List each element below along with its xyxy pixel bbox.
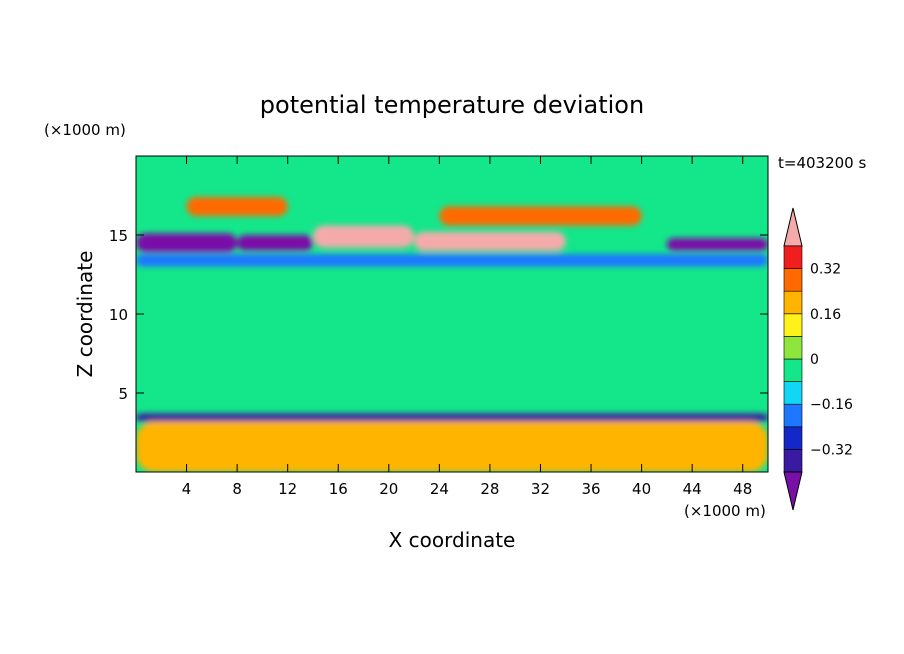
contour-feature: [136, 233, 238, 253]
contour-feature: [136, 253, 768, 267]
y-axis-ticks: 5 10 15: [109, 227, 768, 403]
x-tick-label: 40: [632, 480, 651, 498]
colorbar-bottom-arrow: [783, 471, 803, 511]
x-axis-ticks: 4 8 12 16 20 24 28 32 36 40 44 48: [182, 156, 752, 498]
y-unit-label: (×1000 m): [44, 121, 126, 139]
colorbar: 0.32 0.16 0 −0.16 −0.32: [783, 207, 853, 511]
contour-feature: [439, 206, 642, 226]
x-tick-label: 44: [683, 480, 702, 498]
contour-feature: [414, 231, 566, 251]
contour-feature: [136, 413, 768, 422]
y-axis-label: Z coordinate: [73, 251, 97, 378]
y-tick-label: 15: [109, 227, 128, 245]
x-tick-label: 4: [182, 480, 192, 498]
x-tick-label: 36: [581, 480, 600, 498]
x-tick-label: 28: [480, 480, 499, 498]
x-tick-label: 16: [329, 480, 348, 498]
colorbar-segment: [783, 336, 803, 360]
contour-feature: [186, 197, 288, 217]
colorbar-segment: [783, 245, 803, 269]
colorbar-segment: [783, 358, 803, 382]
x-tick-label: 24: [430, 480, 449, 498]
chart-title: potential temperature deviation: [260, 91, 644, 119]
x-unit-label: (×1000 m): [684, 502, 766, 520]
colorbar-top-arrow: [783, 207, 803, 247]
colorbar-segment: [783, 381, 803, 405]
colorbar-segment: [783, 290, 803, 315]
x-tick-label: 8: [232, 480, 242, 498]
colorbar-segment: [783, 313, 803, 337]
contour-feature: [237, 235, 313, 251]
plot-area: [136, 156, 768, 472]
colorbar-segment: [783, 403, 803, 428]
colorbar-tick-label: 0.32: [810, 262, 841, 278]
colorbar-segment: [783, 449, 803, 473]
y-tick-label: 10: [109, 306, 128, 324]
contour-feature: [666, 238, 768, 251]
colorbar-segment: [783, 268, 803, 292]
contour-field: [136, 197, 768, 472]
x-tick-label: 48: [733, 480, 752, 498]
contour-feature: [312, 225, 415, 248]
x-axis-label: X coordinate: [389, 528, 516, 552]
colorbar-tick-label: 0.16: [810, 307, 841, 323]
contour-feature: [136, 421, 768, 472]
time-label: t=403200 s: [778, 154, 866, 172]
y-tick-label: 5: [118, 385, 128, 403]
colorbar-tick-label: 0: [810, 352, 819, 368]
x-tick-label: 32: [531, 480, 550, 498]
colorbar-segment: [783, 426, 803, 450]
colorbar-tick-label: −0.32: [810, 442, 853, 458]
x-tick-label: 20: [379, 480, 398, 498]
x-tick-label: 12: [278, 480, 297, 498]
colorbar-tick-label: −0.16: [810, 397, 853, 413]
